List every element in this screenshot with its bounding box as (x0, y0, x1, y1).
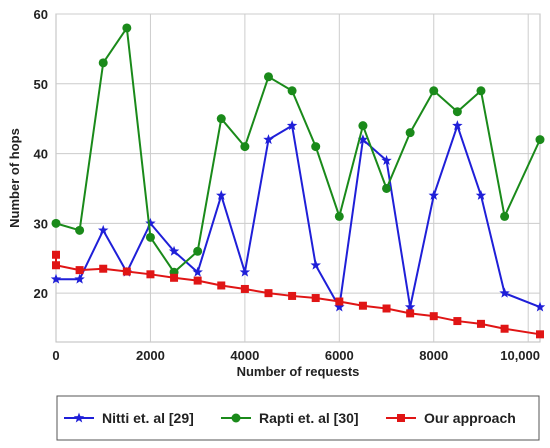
data-point (404, 301, 416, 312)
data-point (146, 270, 155, 279)
series-1 (51, 23, 545, 277)
data-point (476, 86, 486, 96)
data-point (500, 324, 509, 333)
x-tick-label: 2000 (136, 348, 165, 363)
y-axis-ticks: 20 30 40 50 60 (34, 7, 48, 301)
data-point (168, 245, 180, 256)
data-point (452, 120, 463, 131)
x-tick-label: 4000 (230, 348, 259, 363)
data-point (287, 86, 297, 96)
data-point (499, 287, 510, 298)
data-point (311, 142, 321, 152)
series-group (50, 23, 546, 339)
data-point (535, 135, 545, 145)
data-point (357, 134, 369, 145)
data-point (192, 266, 203, 277)
legend-marker (231, 413, 241, 423)
data-point (170, 273, 179, 282)
data-point (358, 301, 367, 310)
data-point (216, 114, 226, 124)
data-point (52, 250, 60, 259)
x-tick-label: 6000 (325, 348, 354, 363)
data-point (240, 284, 249, 293)
data-point (122, 23, 132, 33)
data-point (406, 309, 415, 318)
data-point (310, 259, 321, 270)
data-point (263, 72, 273, 82)
data-point (536, 330, 544, 339)
grid (56, 13, 540, 342)
data-point (382, 304, 391, 313)
series-line (55, 254, 541, 336)
data-point (193, 246, 203, 256)
legend-label: Our approach (424, 410, 516, 426)
series-2 (52, 250, 544, 339)
x-tick-label: 10,000 (500, 348, 540, 363)
data-point (75, 225, 85, 235)
data-point (453, 317, 462, 326)
data-point (75, 266, 84, 275)
data-point (429, 312, 438, 321)
data-point (405, 128, 415, 138)
data-point (240, 142, 250, 152)
x-tick-label: 0 (52, 348, 59, 363)
data-point (476, 319, 485, 328)
x-axis-title: Number of requests (237, 364, 360, 379)
legend-label: Rapti et. al [30] (259, 410, 359, 426)
legend-marker (397, 414, 405, 422)
data-point (239, 266, 251, 277)
data-point (51, 218, 61, 228)
data-point (52, 261, 60, 270)
y-tick-label: 50 (34, 77, 48, 92)
data-point (334, 301, 345, 312)
data-point (217, 281, 226, 290)
legend-label: Nitti et. al [29] (102, 410, 194, 426)
data-point (98, 58, 108, 68)
data-point (428, 189, 439, 200)
legend-marker (73, 412, 85, 423)
data-point (500, 211, 510, 221)
data-point (311, 294, 320, 303)
x-tick-label: 8000 (419, 348, 448, 363)
x-axis-ticks: 0 2000 4000 6000 8000 10,000 (52, 348, 540, 363)
data-point (264, 289, 273, 298)
data-point (534, 301, 546, 312)
y-tick-label: 30 (34, 216, 48, 231)
data-point (74, 273, 85, 284)
data-point (50, 273, 62, 284)
data-point (358, 121, 368, 131)
data-point (99, 264, 108, 273)
data-point (381, 155, 392, 165)
data-point (97, 224, 109, 235)
data-point (286, 120, 298, 131)
data-point (216, 189, 227, 200)
y-axis-title: Number of hops (7, 128, 22, 228)
data-point (145, 217, 156, 228)
data-point (263, 134, 274, 145)
legend: Nitti et. al [29] Rapti et. al [30] Our ap… (56, 395, 540, 441)
data-point (288, 291, 297, 300)
y-tick-label: 40 (34, 147, 48, 162)
data-point (452, 107, 462, 117)
data-point (475, 189, 487, 200)
legend-box (56, 395, 540, 441)
data-point (334, 211, 344, 221)
data-point (122, 267, 131, 276)
plot-area (55, 13, 541, 343)
data-point (382, 183, 392, 193)
data-point (145, 232, 155, 242)
data-point (429, 86, 439, 96)
data-point (335, 297, 344, 306)
data-point (193, 276, 202, 285)
y-tick-label: 20 (34, 286, 48, 301)
y-tick-label: 60 (34, 7, 48, 22)
